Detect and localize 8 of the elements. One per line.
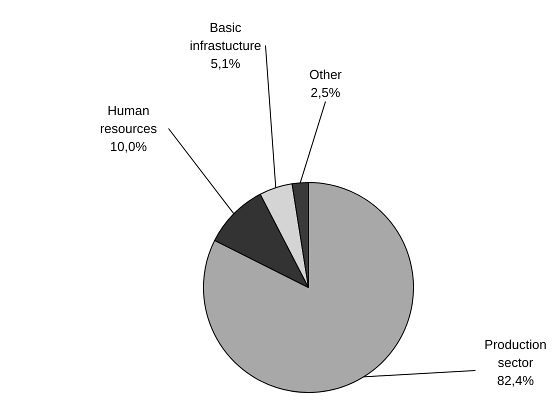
slice-label: Production sector — [484, 337, 547, 370]
data-label: 82,4% — [497, 373, 534, 388]
data-label: 5,1% — [210, 56, 241, 71]
data-label: 2,5% — [310, 85, 341, 100]
slice-label: Basic infrastucture — [190, 20, 262, 53]
slice-label: Human resources — [100, 103, 158, 136]
slice-label: Other — [309, 67, 342, 82]
data-label: 10,0% — [110, 139, 148, 154]
